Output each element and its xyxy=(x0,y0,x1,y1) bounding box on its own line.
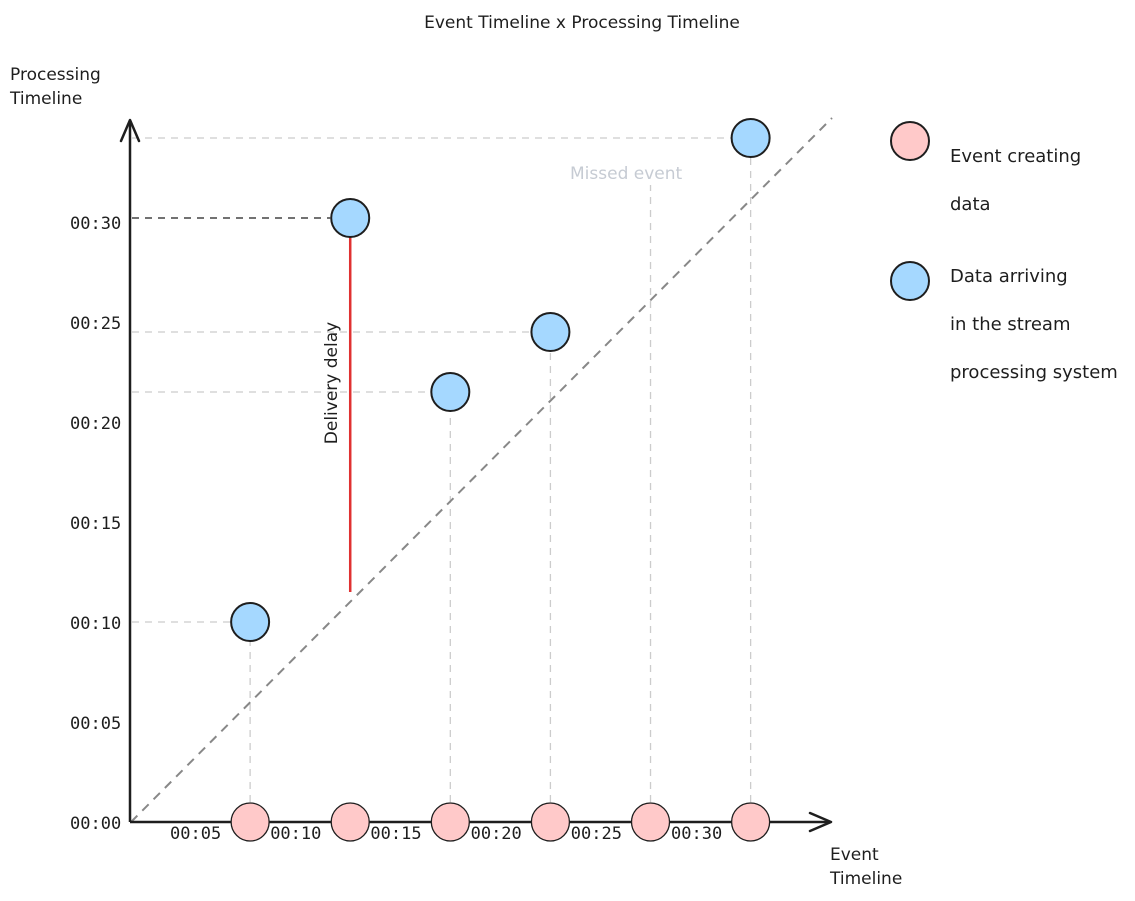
legend-event-line2: data xyxy=(950,194,991,215)
x-axis-label-line2: Timeline xyxy=(829,869,902,889)
legend-arrival-marker xyxy=(890,261,930,301)
arrival-marker xyxy=(330,198,371,238)
arrival-markers xyxy=(230,118,771,642)
arrival-marker xyxy=(730,118,771,158)
y-tick-label: 00:00 xyxy=(70,814,121,834)
legend-arrival-line3: processing system xyxy=(950,362,1118,383)
x-tick-labels: 00:05 00:10 00:15 00:20 00:25 00:30 xyxy=(170,824,722,844)
diagonal-line xyxy=(130,117,833,823)
legend-event-marker xyxy=(890,121,930,161)
legend-arrival-line1: Data arriving xyxy=(950,266,1068,287)
x-tick-label: 00:30 xyxy=(671,824,722,844)
event-marker xyxy=(430,802,470,842)
x-tick-label: 00:15 xyxy=(370,824,421,844)
event-marker xyxy=(230,802,270,842)
legend-arrival-line2: in the stream xyxy=(950,314,1071,335)
arrival-marker xyxy=(430,372,471,412)
event-marker xyxy=(530,802,571,842)
y-tick-label: 00:10 xyxy=(70,614,121,634)
legend-event-line1: Event creating xyxy=(950,146,1082,167)
guide-lines xyxy=(132,137,752,802)
x-axis-label-line1: Event xyxy=(830,845,879,865)
event-markers xyxy=(230,802,771,842)
legend-event-text: Event creating data xyxy=(950,121,1081,241)
arrival-marker xyxy=(230,602,271,642)
x-tick-label: 00:20 xyxy=(471,824,522,844)
y-tick-label: 00:25 xyxy=(70,314,121,334)
y-tick-label: 00:05 xyxy=(70,714,121,734)
y-axis-label-line1: Processing xyxy=(10,65,101,85)
y-tick-label: 00:15 xyxy=(70,514,121,534)
x-axis-arrowhead xyxy=(808,811,833,833)
y-axis-label-line2: Timeline xyxy=(9,89,82,109)
y-axis-arrowhead xyxy=(119,118,141,143)
x-tick-label: 00:05 xyxy=(170,824,221,844)
x-tick-label: 00:10 xyxy=(270,824,321,844)
legend-arrival-text: Data arriving in the stream processing s… xyxy=(950,241,1118,409)
missed-event-label: Missed event xyxy=(570,164,683,184)
y-tick-label: 00:30 xyxy=(70,214,121,234)
delivery-delay-label: Delivery delay xyxy=(322,322,342,444)
y-tick-label: 00:20 xyxy=(70,414,121,434)
event-marker xyxy=(330,802,370,842)
x-tick-label: 00:25 xyxy=(571,824,622,844)
y-tick-labels: 00:00 00:05 00:10 00:15 00:20 00:25 00:30 xyxy=(70,214,121,834)
arrival-marker xyxy=(530,312,571,352)
event-marker xyxy=(730,802,771,842)
event-marker xyxy=(630,802,671,842)
diagram-title: Event Timeline x Processing Timeline xyxy=(424,13,740,33)
